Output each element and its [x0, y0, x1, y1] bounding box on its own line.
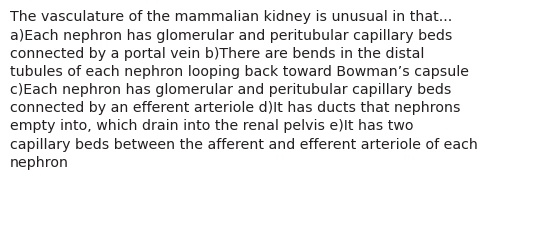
- Text: The vasculature of the mammalian kidney is unusual in that...
a)Each nephron has: The vasculature of the mammalian kidney …: [10, 10, 478, 169]
